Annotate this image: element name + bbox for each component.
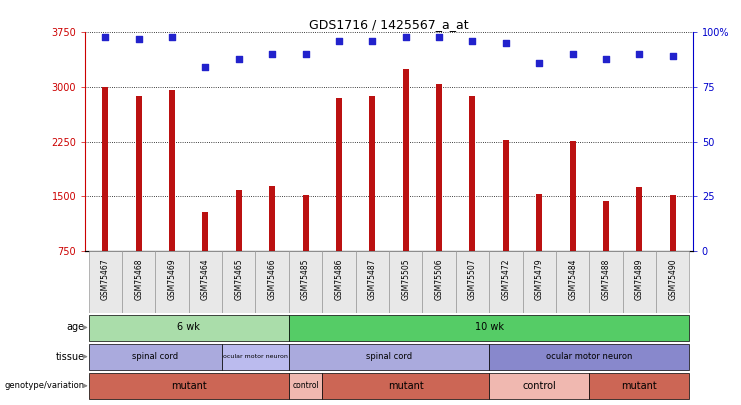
Point <box>534 60 545 66</box>
Point <box>667 53 679 60</box>
Bar <box>489 251 522 313</box>
Text: mutant: mutant <box>171 381 207 391</box>
Point <box>299 51 311 58</box>
Text: GSM75487: GSM75487 <box>368 258 377 300</box>
Text: GSM75467: GSM75467 <box>101 258 110 300</box>
Bar <box>556 251 589 313</box>
Point <box>266 51 278 58</box>
Text: tissue: tissue <box>56 352 84 362</box>
Point <box>433 34 445 40</box>
Bar <box>269 186 275 251</box>
Bar <box>522 251 556 313</box>
Bar <box>289 251 322 313</box>
Bar <box>189 251 222 313</box>
Text: GSM75507: GSM75507 <box>468 258 477 300</box>
Text: ocular motor neuron: ocular motor neuron <box>546 352 633 361</box>
Bar <box>536 194 542 251</box>
Bar <box>489 373 589 399</box>
Text: GSM75489: GSM75489 <box>635 258 644 300</box>
Text: GSM75464: GSM75464 <box>201 258 210 300</box>
Text: GSM75488: GSM75488 <box>602 258 611 300</box>
Bar <box>436 84 442 251</box>
Bar <box>222 344 289 370</box>
Text: GSM75465: GSM75465 <box>234 258 243 300</box>
Text: GSM75468: GSM75468 <box>134 258 143 300</box>
Text: GSM75505: GSM75505 <box>401 258 411 300</box>
Bar <box>589 251 622 313</box>
Bar <box>369 96 376 251</box>
Text: GSM75485: GSM75485 <box>301 258 310 300</box>
Point <box>199 64 211 70</box>
Bar <box>289 344 489 370</box>
Bar <box>322 373 489 399</box>
Text: mutant: mutant <box>622 381 657 391</box>
Point <box>467 38 479 45</box>
Bar <box>302 195 308 251</box>
Title: GDS1716 / 1425567_a_at: GDS1716 / 1425567_a_at <box>309 18 469 31</box>
Bar <box>169 90 175 251</box>
Text: GSM75466: GSM75466 <box>268 258 276 300</box>
Bar <box>156 251 189 313</box>
Bar <box>102 87 108 251</box>
Point <box>133 36 144 42</box>
Text: control: control <box>522 381 556 391</box>
Point <box>233 55 245 62</box>
Bar <box>389 251 422 313</box>
Point <box>567 51 579 58</box>
Text: genotype/variation: genotype/variation <box>4 381 84 390</box>
Bar <box>256 251 289 313</box>
Bar <box>470 96 476 251</box>
Text: ocular motor neuron: ocular motor neuron <box>223 354 288 359</box>
Bar <box>289 373 322 399</box>
Bar <box>202 212 208 251</box>
Text: GSM75469: GSM75469 <box>167 258 176 300</box>
Bar <box>89 315 289 341</box>
Text: spinal cord: spinal cord <box>366 352 412 361</box>
Point <box>333 38 345 45</box>
Bar <box>503 140 509 251</box>
Bar <box>336 98 342 251</box>
Text: GSM75479: GSM75479 <box>535 258 544 300</box>
Bar <box>89 373 289 399</box>
Bar <box>422 251 456 313</box>
Bar <box>322 251 356 313</box>
Bar <box>356 251 389 313</box>
Text: GSM75486: GSM75486 <box>334 258 343 300</box>
Bar <box>622 251 656 313</box>
Bar <box>570 141 576 251</box>
Text: GSM75506: GSM75506 <box>435 258 444 300</box>
Point <box>166 34 178 40</box>
Text: control: control <box>292 381 319 390</box>
Text: GSM75484: GSM75484 <box>568 258 577 300</box>
Text: 10 wk: 10 wk <box>475 322 504 333</box>
Bar <box>637 187 642 251</box>
Bar <box>402 69 409 251</box>
Text: age: age <box>67 322 84 333</box>
Point <box>634 51 645 58</box>
Point <box>600 55 612 62</box>
Point <box>366 38 378 45</box>
Bar <box>136 96 142 251</box>
Bar <box>603 201 609 251</box>
Text: GSM75472: GSM75472 <box>502 258 511 300</box>
Text: 6 wk: 6 wk <box>177 322 200 333</box>
Text: GSM75490: GSM75490 <box>668 258 677 300</box>
Bar <box>489 344 689 370</box>
Bar <box>122 251 156 313</box>
Bar <box>289 315 689 341</box>
Text: spinal cord: spinal cord <box>132 352 179 361</box>
Text: mutant: mutant <box>388 381 424 391</box>
Bar <box>670 195 676 251</box>
Point <box>99 34 111 40</box>
Bar <box>236 190 242 251</box>
Point <box>500 40 512 47</box>
Bar <box>222 251 256 313</box>
Bar <box>456 251 489 313</box>
Bar <box>589 373 689 399</box>
Bar <box>89 251 122 313</box>
Bar <box>89 344 222 370</box>
Point <box>400 34 412 40</box>
Bar <box>656 251 689 313</box>
